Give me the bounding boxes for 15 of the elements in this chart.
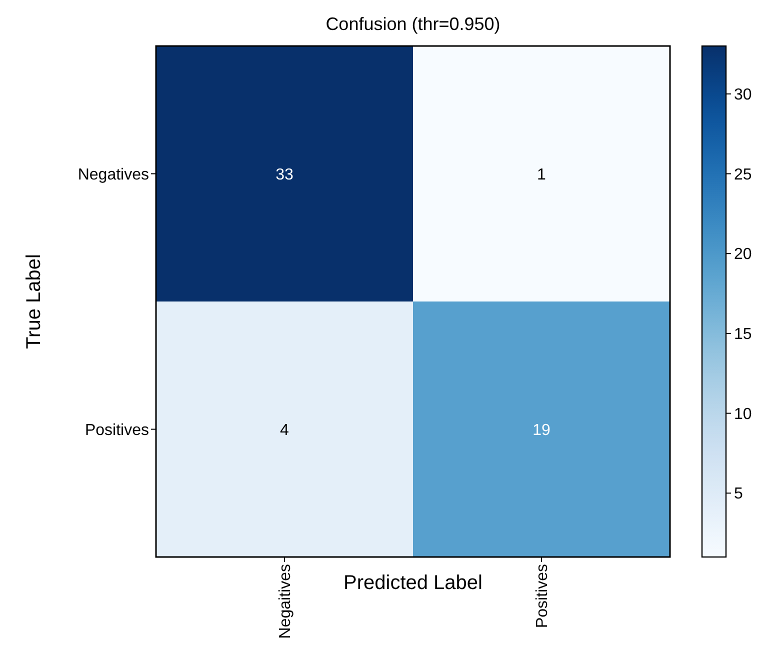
data-label: 33	[276, 166, 294, 184]
data-label: 19	[532, 422, 550, 439]
x-tick-label: Negaitives	[277, 564, 294, 639]
y-tick-label: Negatives	[78, 166, 149, 184]
x-axis-title: Predicted Label	[344, 572, 482, 594]
data-label: 1	[537, 166, 546, 184]
color-bar-label: 20	[734, 246, 752, 264]
y-axis-title: True Label	[23, 254, 45, 349]
color-bar-label: 30	[734, 86, 752, 104]
chart-title: Confusion (thr=0.950)	[326, 14, 500, 34]
color-bar-label: 15	[734, 326, 752, 344]
color-bar-label: 5	[734, 486, 743, 503]
color-bar-label: 10	[734, 406, 752, 423]
color-bar-label: 25	[734, 166, 752, 184]
data-label: 4	[280, 422, 290, 439]
